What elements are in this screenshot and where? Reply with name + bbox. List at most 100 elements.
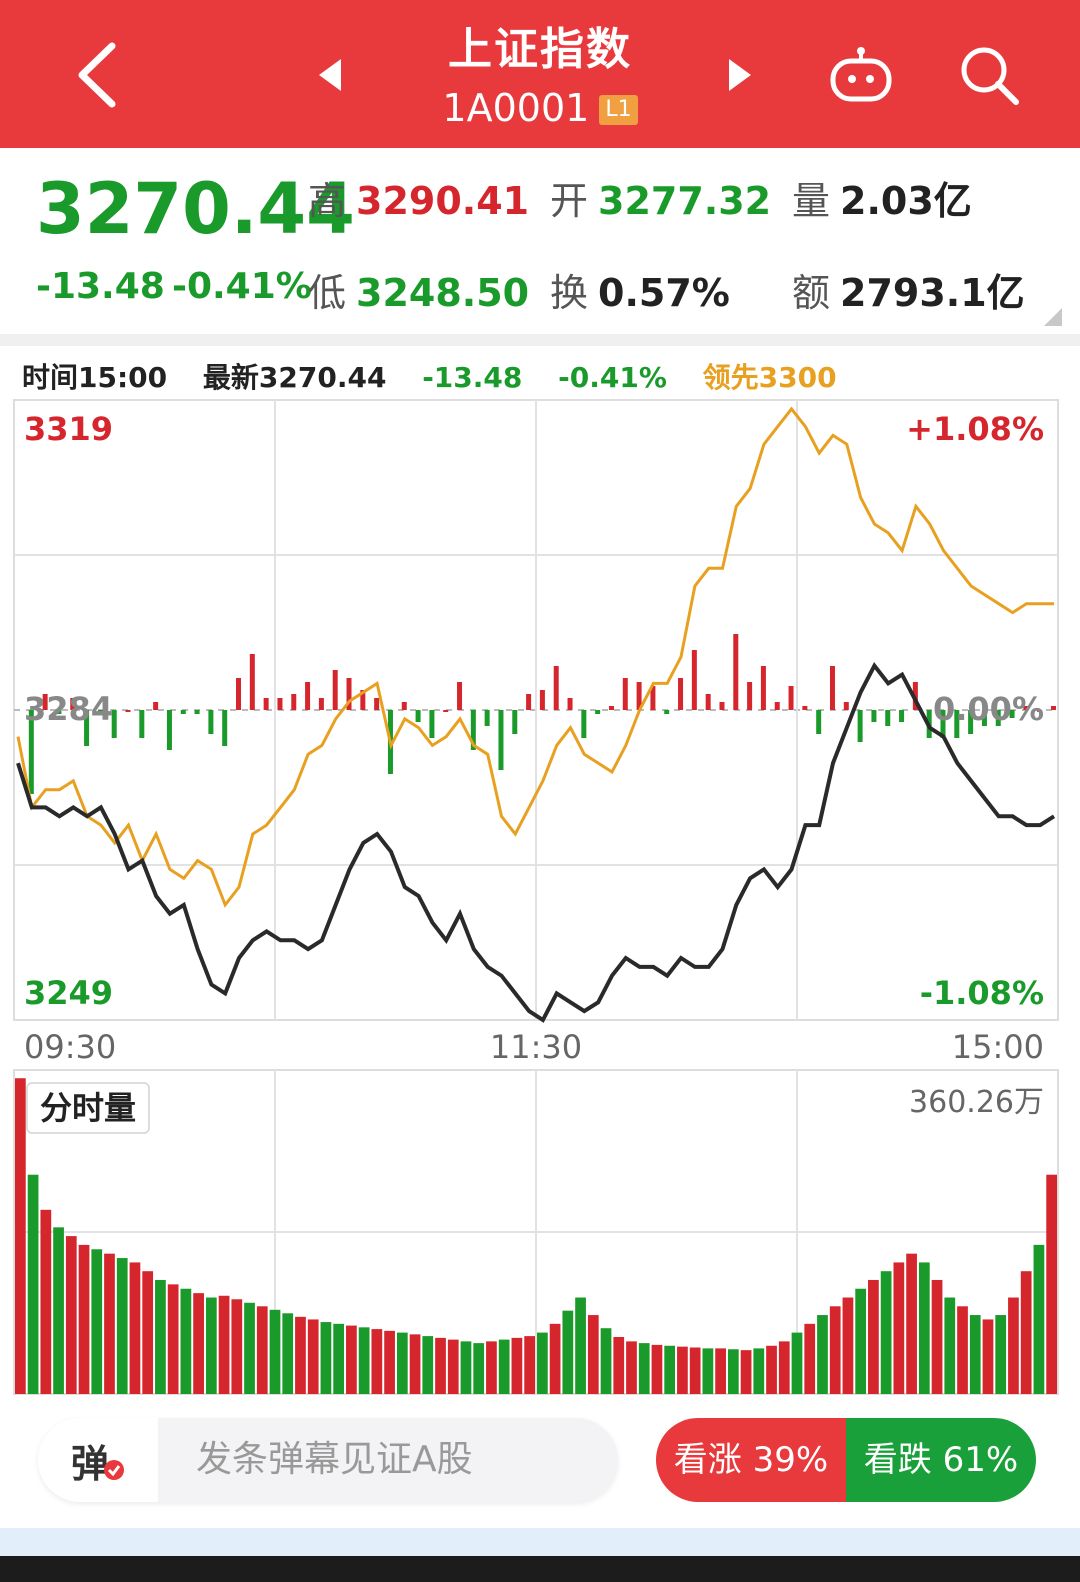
- next-stock-button[interactable]: [720, 50, 760, 100]
- volume-bar: [129, 1262, 141, 1394]
- flow-bar: [747, 682, 753, 710]
- robot-button[interactable]: [826, 40, 896, 110]
- bottom-bar: 弹 发条弹幕见证A股 看涨 39% 看跌 61%: [0, 1398, 1080, 1528]
- section-divider: [0, 334, 1080, 346]
- volume-bar: [333, 1323, 345, 1394]
- volume-bar: [205, 1297, 217, 1394]
- volume-bar: [1033, 1244, 1045, 1394]
- info-lead: 领先3300: [702, 361, 837, 394]
- volume-bar: [256, 1306, 268, 1394]
- pct-label-top: +1.08%: [906, 410, 1044, 448]
- low-label: 低: [308, 271, 347, 315]
- flow-bar: [802, 706, 808, 710]
- flow-bar: [608, 706, 614, 710]
- volume-bar: [982, 1319, 994, 1394]
- pct-label-bottom: -1.08%: [920, 974, 1044, 1012]
- flow-bar: [968, 710, 974, 734]
- flow-bar: [622, 678, 628, 710]
- flow-bar: [194, 710, 200, 714]
- volume-bar: [1008, 1297, 1019, 1394]
- volume-bar: [1020, 1271, 1032, 1394]
- flow-bar: [871, 710, 877, 722]
- flow-bars: [28, 634, 1056, 794]
- volume-bars: [15, 1078, 1057, 1394]
- amount-label: 额: [792, 271, 831, 315]
- vote-bar: 看涨 39% 看跌 61%: [656, 1418, 1036, 1502]
- flow-bar: [56, 710, 62, 714]
- volume-bar: [918, 1262, 930, 1394]
- volume-bar: [486, 1341, 497, 1394]
- volume-bar: [689, 1347, 701, 1394]
- volume-bar: [180, 1288, 192, 1394]
- volume-bar: [766, 1345, 777, 1394]
- flow-bar: [691, 650, 697, 710]
- prev-stock-button[interactable]: [310, 50, 350, 100]
- volume-bar: [91, 1249, 103, 1394]
- flow-bar: [760, 666, 766, 710]
- volume-bar: [702, 1348, 714, 1394]
- volume-bar: [27, 1174, 39, 1394]
- flow-bar: [899, 710, 905, 722]
- bullish-button[interactable]: 看涨 39%: [656, 1418, 846, 1502]
- flow-bar: [788, 686, 794, 710]
- volume-bar: [231, 1299, 243, 1394]
- intraday-chart[interactable]: 3319 3284 3249 +1.08% 0.00% -1.08% 09:30…: [0, 398, 1080, 1398]
- danmu-input[interactable]: 弹 发条弹幕见证A股: [38, 1418, 618, 1502]
- flow-bar: [512, 710, 518, 734]
- flow-bar: [1023, 706, 1029, 710]
- flow-bar: [539, 690, 545, 710]
- flow-bar: [153, 702, 159, 710]
- price-change-pct: -0.41%: [172, 266, 312, 307]
- flow-bar: [650, 686, 656, 710]
- volume-indicator-tag[interactable]: 分时量: [26, 1082, 151, 1134]
- volume-bar: [893, 1262, 905, 1394]
- volume-bar: [358, 1327, 370, 1394]
- volume-bar: [116, 1258, 128, 1394]
- volume-bar: [218, 1295, 230, 1394]
- volume-bar: [155, 1279, 166, 1394]
- volume-bar: [307, 1319, 319, 1394]
- flow-bar: [332, 670, 338, 710]
- flow-bar: [553, 666, 559, 710]
- volume-bar: [15, 1078, 26, 1394]
- volume-bar: [613, 1336, 625, 1394]
- stock-code: 1A0001 L1: [360, 84, 720, 132]
- pct-label-mid: 0.00%: [933, 690, 1044, 728]
- volume-bar: [244, 1302, 255, 1394]
- chart-grid: [13, 399, 1059, 1395]
- back-button[interactable]: [62, 30, 132, 120]
- flow-bar: [429, 710, 435, 738]
- expand-corner-icon[interactable]: [1044, 308, 1062, 326]
- page-title: 上证指数: [448, 24, 632, 75]
- volume-bar: [104, 1253, 115, 1394]
- search-button[interactable]: [954, 40, 1024, 110]
- volume-bar: [295, 1316, 306, 1394]
- high-number: 3290.41: [356, 179, 530, 223]
- flow-bar: [636, 682, 642, 710]
- bearish-button[interactable]: 看跌 61%: [846, 1418, 1036, 1502]
- current-price: 3270.44: [36, 168, 355, 250]
- x-label-end: 15:00: [952, 1028, 1044, 1066]
- flow-bar: [236, 678, 242, 710]
- info-change-pct: -0.41%: [558, 361, 667, 394]
- low-number: 3248.50: [356, 271, 530, 315]
- flow-bar: [733, 634, 739, 710]
- flow-bar: [719, 702, 725, 710]
- volume-bar: [575, 1297, 586, 1394]
- volume-bar: [740, 1350, 752, 1394]
- volume-bar: [320, 1322, 332, 1394]
- flow-bar: [97, 710, 103, 714]
- volume-bar: [817, 1315, 828, 1394]
- flow-bar: [111, 710, 117, 738]
- volume-bar: [78, 1244, 90, 1394]
- volume-label: 量: [792, 179, 831, 223]
- flow-bar: [277, 698, 283, 710]
- open-number: 3277.32: [598, 179, 772, 223]
- volume-bar: [969, 1315, 981, 1394]
- volume-bar: [269, 1309, 281, 1394]
- volume-bar: [562, 1310, 574, 1394]
- danmu-toggle[interactable]: 弹: [38, 1418, 158, 1502]
- flow-bar: [1051, 706, 1056, 710]
- volume-number: 2.03亿: [840, 179, 972, 223]
- price-line: [16, 662, 1056, 1023]
